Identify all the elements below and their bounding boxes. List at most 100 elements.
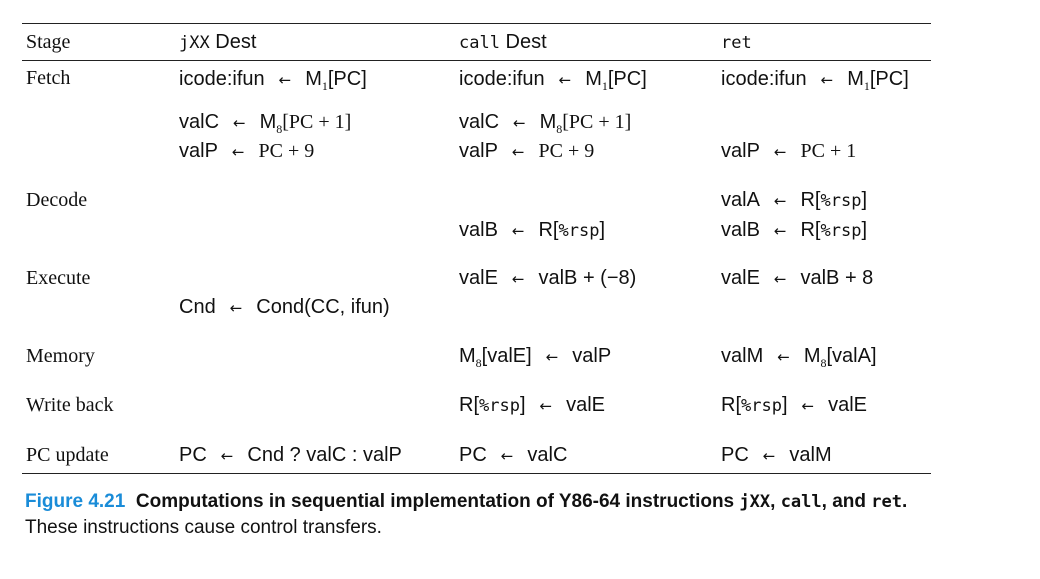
fetch-jxx-valc: valC ← M8[PC + 1] bbox=[179, 110, 351, 141]
rhs: Cond(CC, ifun) bbox=[256, 296, 390, 318]
rhs-post: [valA] bbox=[826, 345, 877, 367]
rhs-post: [PC + 1] bbox=[282, 111, 352, 133]
left-arrow-icon: ← bbox=[773, 222, 787, 240]
execute-call-vale: valE ← valB + (−8) bbox=[459, 266, 636, 291]
left-arrow-icon: ← bbox=[558, 71, 572, 89]
pc-update-call: PC ← valC bbox=[459, 443, 567, 468]
header-rule bbox=[22, 60, 931, 61]
top-rule bbox=[22, 23, 931, 24]
rhs-code: %rsp bbox=[558, 221, 600, 241]
rhs: Cnd ? valC : valP bbox=[247, 444, 402, 466]
rhs-code: %rsp bbox=[820, 221, 862, 241]
lhs: valB bbox=[721, 219, 760, 241]
rhs: PC + 9 bbox=[258, 140, 315, 162]
rhs-pre: M bbox=[803, 345, 821, 367]
lhs-post: ] bbox=[781, 394, 788, 416]
lhs: valC bbox=[459, 111, 500, 133]
memory-call: M8[valE] ← valP bbox=[459, 344, 611, 375]
rhs: PC + 9 bbox=[538, 140, 595, 162]
caption-title: Computations in sequential implementatio… bbox=[136, 491, 907, 512]
caption-code-jxx: jXX bbox=[739, 492, 771, 512]
left-arrow-icon: ← bbox=[511, 143, 525, 161]
lhs-pre: M bbox=[459, 345, 476, 367]
header-call-text: Dest bbox=[499, 31, 547, 53]
lhs: valE bbox=[459, 267, 498, 289]
stage-fetch: Fetch bbox=[26, 67, 71, 89]
header-call-code: call bbox=[459, 33, 500, 53]
rhs-pre: M bbox=[539, 111, 557, 133]
rhs: valE bbox=[566, 394, 605, 416]
rhs-code: %rsp bbox=[820, 191, 862, 211]
rhs: valB + 8 bbox=[800, 267, 874, 289]
caption-body: These instructions cause control transfe… bbox=[25, 517, 382, 538]
fetch-call-valc: valC ← M8[PC + 1] bbox=[459, 110, 631, 141]
rhs-sub: 1 bbox=[321, 79, 328, 93]
writeback-ret: R[%rsp] ← valE bbox=[721, 393, 867, 418]
lhs: valM bbox=[721, 345, 764, 367]
fetch-jxx-icode: icode:ifun ← M1[PC] bbox=[179, 67, 367, 98]
figure-label: Figure 4.21 bbox=[25, 491, 126, 512]
rhs: valB + (−8) bbox=[538, 267, 637, 289]
header-call-dest: call Dest bbox=[459, 30, 547, 55]
lhs: valE bbox=[721, 267, 760, 289]
lhs: valC bbox=[179, 111, 220, 133]
decode-ret-vala: valA ← R[%rsp] bbox=[721, 188, 867, 213]
header-ret-code: ret bbox=[721, 33, 752, 53]
decode-ret-valb: valB ← R[%rsp] bbox=[721, 218, 867, 243]
lhs: PC bbox=[179, 444, 207, 466]
rhs-pre: M bbox=[259, 111, 277, 133]
figure-caption: Figure 4.21 Computations in sequential i… bbox=[25, 489, 1015, 540]
rhs-post: ] bbox=[861, 189, 867, 211]
lhs: PC bbox=[721, 444, 749, 466]
left-arrow-icon: ← bbox=[513, 114, 526, 132]
lhs-pre: R[ bbox=[459, 394, 479, 416]
header-ret: ret bbox=[721, 30, 752, 55]
fetch-jxx-valp: valP ← PC + 9 bbox=[179, 139, 314, 164]
lhs-sub: 8 bbox=[475, 356, 482, 370]
left-arrow-icon: ← bbox=[220, 447, 234, 465]
header-jxx-text: Dest bbox=[209, 31, 257, 53]
stage-decode: Decode bbox=[26, 189, 88, 211]
left-arrow-icon: ← bbox=[229, 299, 243, 317]
rhs-post: [PC + 1] bbox=[562, 111, 632, 133]
rhs-sub: 8 bbox=[820, 356, 827, 370]
lhs-post: [valE] bbox=[481, 345, 532, 367]
header-jxx-dest: jXX Dest bbox=[179, 30, 256, 55]
rhs: valP bbox=[572, 345, 612, 367]
lhs-code: %rsp bbox=[741, 396, 782, 416]
left-arrow-icon: ← bbox=[762, 447, 776, 465]
left-arrow-icon: ← bbox=[233, 114, 246, 132]
left-arrow-icon: ← bbox=[820, 71, 834, 89]
left-arrow-icon: ← bbox=[231, 143, 245, 161]
rhs-post: [PC] bbox=[607, 68, 647, 90]
fetch-call-icode: icode:ifun ← M1[PC] bbox=[459, 67, 647, 98]
lhs: icode:ifun bbox=[179, 68, 265, 90]
lhs: valP bbox=[179, 140, 218, 162]
rhs-pre: M bbox=[847, 68, 864, 90]
lhs: valP bbox=[459, 140, 498, 162]
lhs: valP bbox=[721, 140, 760, 162]
rhs-pre: R[ bbox=[800, 219, 821, 241]
rhs-pre: R[ bbox=[538, 219, 559, 241]
left-arrow-icon: ← bbox=[801, 397, 815, 415]
left-arrow-icon: ← bbox=[777, 348, 790, 366]
caption-code-call: call bbox=[780, 492, 822, 512]
lhs-code: %rsp bbox=[479, 396, 520, 416]
caption-code-ret: ret bbox=[871, 492, 902, 512]
rhs: valE bbox=[828, 394, 867, 416]
rhs-sub: 1 bbox=[863, 79, 870, 93]
stage-writeback: Write back bbox=[26, 394, 114, 416]
rhs-pre: M bbox=[305, 68, 322, 90]
left-arrow-icon: ← bbox=[539, 397, 553, 415]
lhs-post: ] bbox=[519, 394, 526, 416]
bottom-rule bbox=[22, 473, 931, 474]
rhs: valC bbox=[527, 444, 568, 466]
left-arrow-icon: ← bbox=[773, 143, 787, 161]
rhs-post: [PC] bbox=[869, 68, 909, 90]
stage-memory: Memory bbox=[26, 345, 95, 367]
rhs-post: ] bbox=[599, 219, 605, 241]
memory-ret: valM ← M8[valA] bbox=[721, 344, 877, 375]
execute-jxx-cnd: Cnd ← Cond(CC, ifun) bbox=[179, 295, 390, 320]
execute-ret-vale: valE ← valB + 8 bbox=[721, 266, 873, 291]
left-arrow-icon: ← bbox=[773, 192, 787, 210]
